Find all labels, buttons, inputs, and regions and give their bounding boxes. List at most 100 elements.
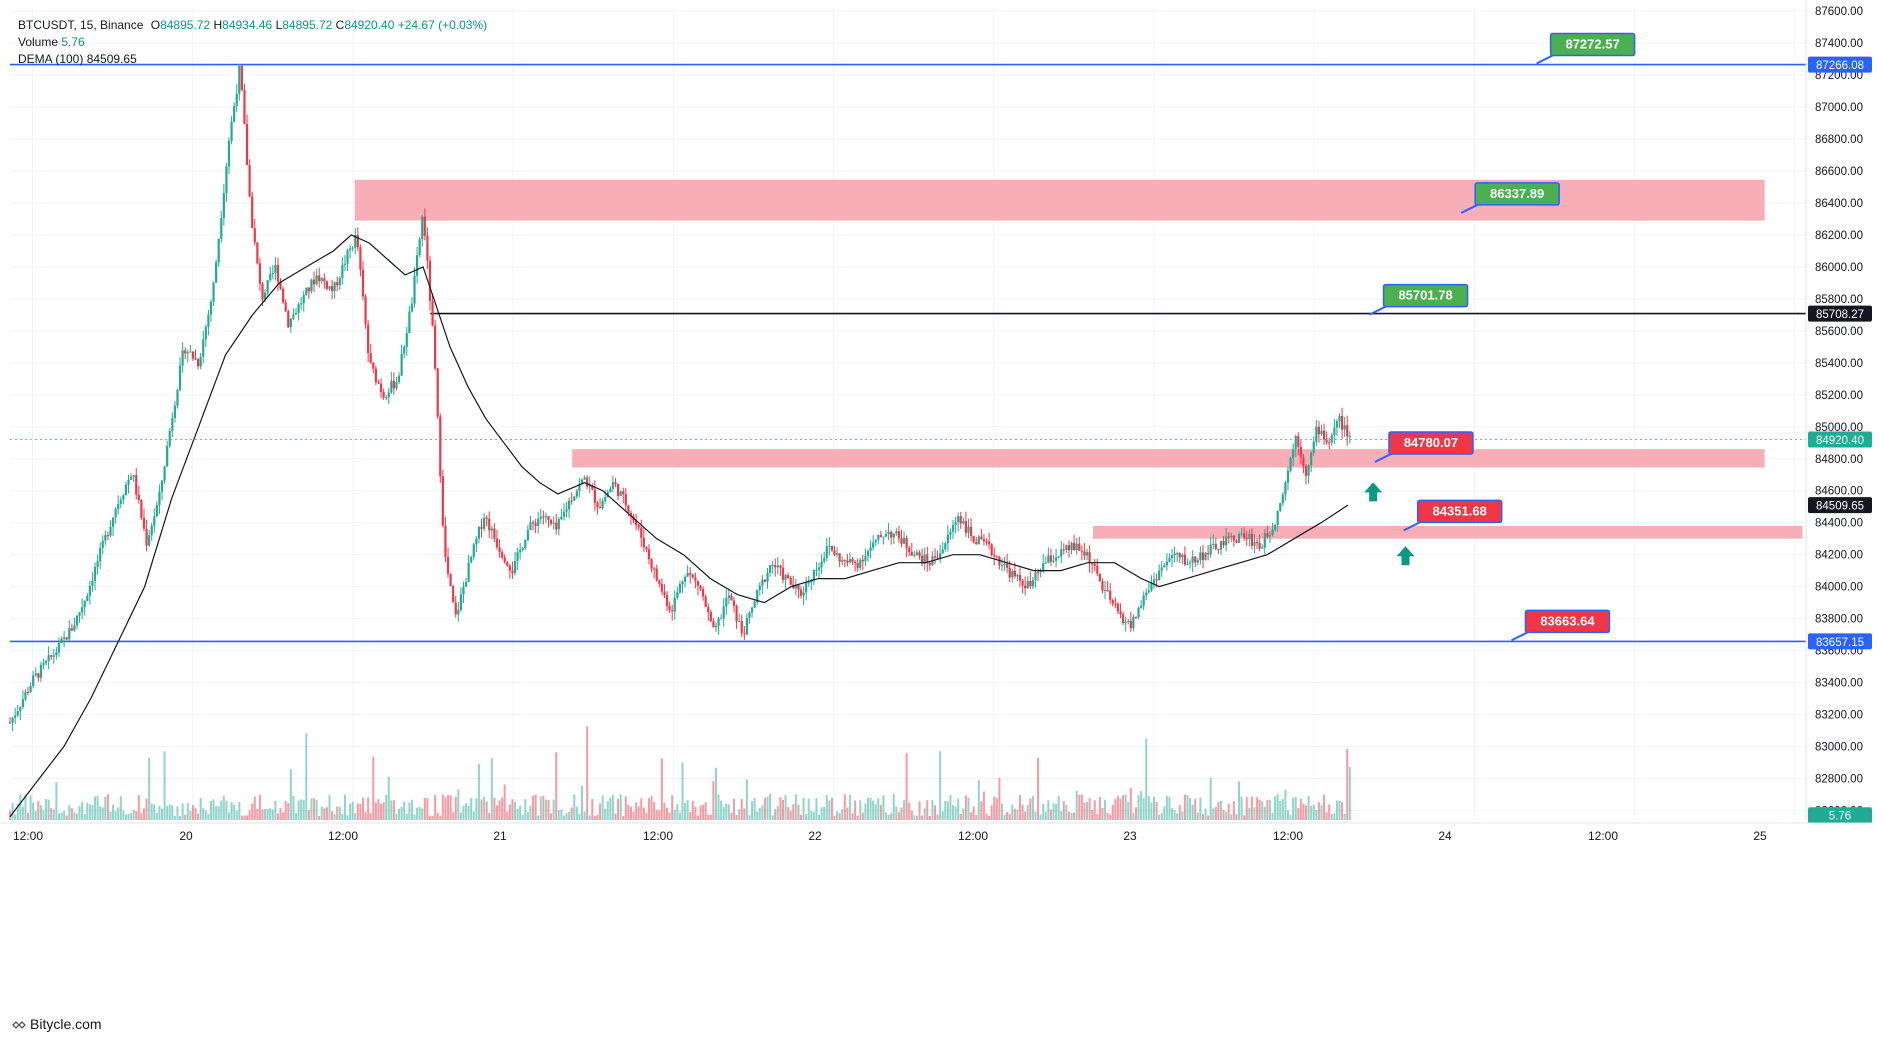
volume-bar [1013, 808, 1016, 820]
price-callout[interactable]: 84780.07 [1374, 431, 1474, 463]
candle-body [815, 569, 818, 571]
volume-bar [903, 800, 906, 820]
price-callout[interactable]: 83663.64 [1511, 609, 1611, 642]
candle-body [568, 500, 571, 510]
candle-body [88, 585, 91, 596]
candle-body [122, 495, 125, 500]
volume-bar [55, 782, 58, 820]
candle-body [570, 500, 573, 502]
candle-body [1286, 470, 1290, 483]
candle-body [1137, 607, 1140, 618]
volume-bar [416, 807, 419, 820]
candle-body [562, 511, 566, 517]
candle-body [467, 562, 470, 582]
volume-bar [1346, 748, 1349, 820]
candle-body [758, 585, 761, 590]
volume-bar [686, 800, 689, 820]
candle-body [714, 625, 718, 628]
volume-bar [691, 800, 694, 820]
price-tick-label: 87200.00 [1815, 70, 1863, 82]
price-tick-label: 85400.00 [1815, 358, 1863, 370]
price-callout[interactable]: 84351.68 [1403, 499, 1503, 532]
horizontal-lines-layer [10, 63, 1806, 643]
candle-body [310, 279, 313, 292]
volume-bar [681, 762, 684, 820]
callout-box [1388, 431, 1474, 455]
volume-bar [1165, 796, 1168, 820]
candle-body [227, 141, 231, 167]
volume-bar [346, 815, 349, 820]
volume-bar [209, 800, 212, 820]
candle-body [1080, 550, 1083, 552]
volume-bar [1276, 794, 1279, 820]
branding[interactable]: Bitycle.com [12, 1016, 102, 1032]
volume-bar [1011, 804, 1014, 820]
volume-bar [668, 812, 671, 820]
volume-bar [1078, 794, 1081, 820]
candle-body [294, 312, 298, 315]
candle-body [727, 595, 730, 598]
candle-body [1183, 554, 1187, 565]
candle-body [939, 553, 942, 558]
volume-bar [825, 795, 828, 820]
volume-bar [1070, 812, 1073, 820]
price-callout[interactable]: 86337.89 [1460, 182, 1560, 214]
volume-bar [65, 815, 68, 820]
candle-body [506, 562, 509, 566]
volume-bar [946, 801, 949, 820]
volume-bar [142, 808, 145, 820]
candle-body [199, 356, 202, 367]
candle-body [640, 527, 643, 538]
volume-bar [1299, 798, 1302, 820]
candle-body [799, 589, 803, 596]
volume-bar [663, 802, 666, 820]
price-axis[interactable]: 87600.00 87400.00 87200.00 87000.00 86800.00… [1805, 0, 1875, 824]
price-tick-label: 83400.00 [1815, 678, 1863, 690]
candle-body [557, 519, 560, 530]
volume-bar [1199, 797, 1202, 820]
candle-body [975, 542, 978, 545]
volume-bar [848, 794, 851, 820]
volume-bar [781, 799, 784, 820]
volume-bar [928, 815, 931, 820]
price-marker-label: 87266.08 [1816, 60, 1864, 72]
volume-bar [1132, 812, 1135, 820]
candle-body [1029, 581, 1032, 587]
candle-body [1134, 616, 1138, 618]
price-tick-label: 85800.00 [1815, 294, 1863, 306]
volume-bar [722, 806, 725, 820]
candle-body [444, 525, 447, 557]
candle-body [1243, 533, 1246, 538]
time-axis[interactable]: 12:00 20 12:00 21 12:00 22 12:00 23 12:00 24 12:00… [0, 822, 1875, 843]
volume-bar [720, 800, 723, 820]
price-callout[interactable]: 85701.78 [1369, 283, 1469, 316]
candle-body [171, 418, 174, 432]
candle-body [544, 516, 548, 518]
volume-bar [506, 811, 509, 820]
candle-body [835, 553, 839, 555]
volume-bar [374, 802, 377, 820]
volume-bar [173, 815, 176, 820]
candle-body [1222, 541, 1225, 546]
volume-bar [189, 810, 192, 820]
callouts-layer[interactable]: 87272.57 86337.89 85701.78 84780.07 84351.68… [1369, 32, 1636, 642]
volume-bar [1204, 808, 1207, 820]
candle-body [142, 517, 146, 529]
volume-bar [516, 808, 519, 820]
price-callout[interactable]: 87272.57 [1536, 32, 1636, 65]
volume-bar [676, 803, 679, 820]
candle-body [392, 380, 396, 389]
volume-bar [238, 802, 241, 820]
candle-body [441, 476, 444, 526]
volume-bar [63, 810, 66, 820]
volume-bar [495, 805, 498, 820]
candle-body [511, 570, 514, 574]
volume-bar [343, 794, 346, 820]
candle-body [361, 269, 365, 297]
volume-bar [1124, 794, 1127, 820]
volume-bar [1263, 806, 1266, 820]
candle-body [877, 535, 880, 540]
candle-body [93, 567, 97, 581]
candle-body [289, 318, 292, 328]
